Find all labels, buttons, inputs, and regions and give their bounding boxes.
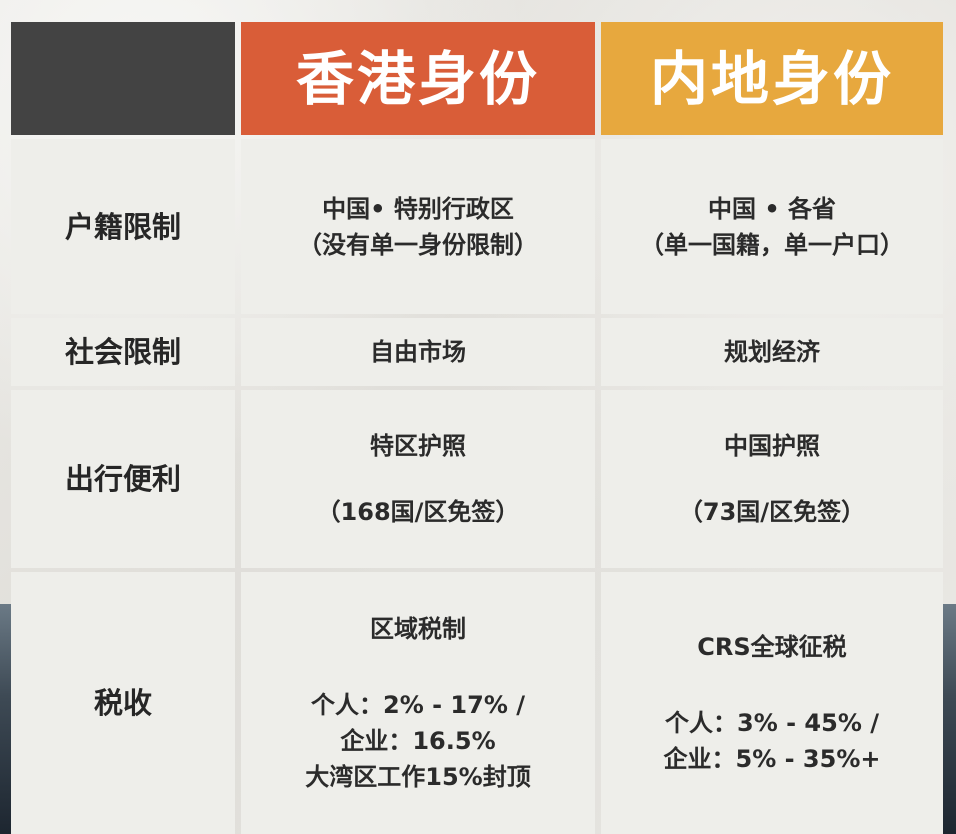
hong-kong-identity-header: 香港身份 [241, 22, 595, 135]
hk-tax-system: 区域税制 [370, 615, 466, 643]
hk-household-note: （没有单一身份限制） [298, 230, 538, 259]
ml-passport: 中国护照 [724, 432, 820, 460]
ml-tax-corporate: 企业：5% - 35%+ [663, 745, 881, 773]
ml-visa-free-count: （73国/区免签） [678, 498, 866, 526]
hk-tax-corporate: 企业：16.5% [340, 727, 496, 755]
ml-social-cell: 规划经济 [601, 318, 943, 386]
hk-social-value: 自由市场 [370, 338, 466, 366]
hk-tax-individual: 个人：2% - 17% / [311, 691, 525, 719]
row-label-taxation: 税收 [11, 572, 235, 834]
ml-household-registration-cell: 中国 • 各省 （单一国籍，单一户口） [601, 139, 943, 314]
ml-tax-system: CRS全球征税 [697, 633, 847, 661]
ml-tax-cell: CRS全球征税 个人：3% - 45% / 企业：5% - 35%+ [601, 572, 943, 834]
hk-tax-gba-cap: 大湾区工作15%封顶 [305, 763, 531, 791]
table-corner-cell [11, 22, 235, 135]
ml-social-value: 规划经济 [724, 338, 820, 366]
row-label-text: 户籍限制 [64, 209, 181, 244]
mainland-identity-title: 内地身份 [649, 44, 894, 113]
hk-visa-free-count: （168国/区免签） [316, 498, 520, 526]
hong-kong-identity-title: 香港身份 [295, 44, 540, 113]
ml-household-line: 中国 • 各省 [707, 194, 837, 223]
row-label-social-restrictions: 社会限制 [11, 318, 235, 386]
row-label-text: 出行便利 [64, 462, 181, 496]
hk-tax-cell: 区域税制 个人：2% - 17% / 企业：16.5% 大湾区工作15%封顶 [241, 572, 595, 834]
row-label-text: 社会限制 [64, 335, 181, 369]
mainland-identity-header: 内地身份 [601, 22, 943, 135]
background-photo-edge-right [942, 604, 956, 834]
ml-household-note: （单一国籍，单一户口） [640, 230, 904, 259]
hk-passport: 特区护照 [370, 432, 466, 460]
row-label-household-registration: 户籍限制 [11, 139, 235, 314]
hk-social-cell: 自由市场 [241, 318, 595, 386]
ml-travel-cell: 中国护照 （73国/区免签） [601, 390, 943, 568]
hk-travel-cell: 特区护照 （168国/区免签） [241, 390, 595, 568]
row-label-travel-convenience: 出行便利 [11, 390, 235, 568]
background-photo-edge-left [0, 604, 14, 834]
comparison-table: 香港身份 内地身份 户籍限制 中国• 特别行政区 （没有单一身份限制） 中国 •… [11, 22, 943, 834]
row-label-text: 税收 [93, 686, 152, 720]
hk-household-registration-cell: 中国• 特别行政区 （没有单一身份限制） [241, 139, 595, 314]
ml-tax-individual: 个人：3% - 45% / [665, 709, 879, 737]
hk-household-line: 中国• 特别行政区 [322, 194, 514, 223]
